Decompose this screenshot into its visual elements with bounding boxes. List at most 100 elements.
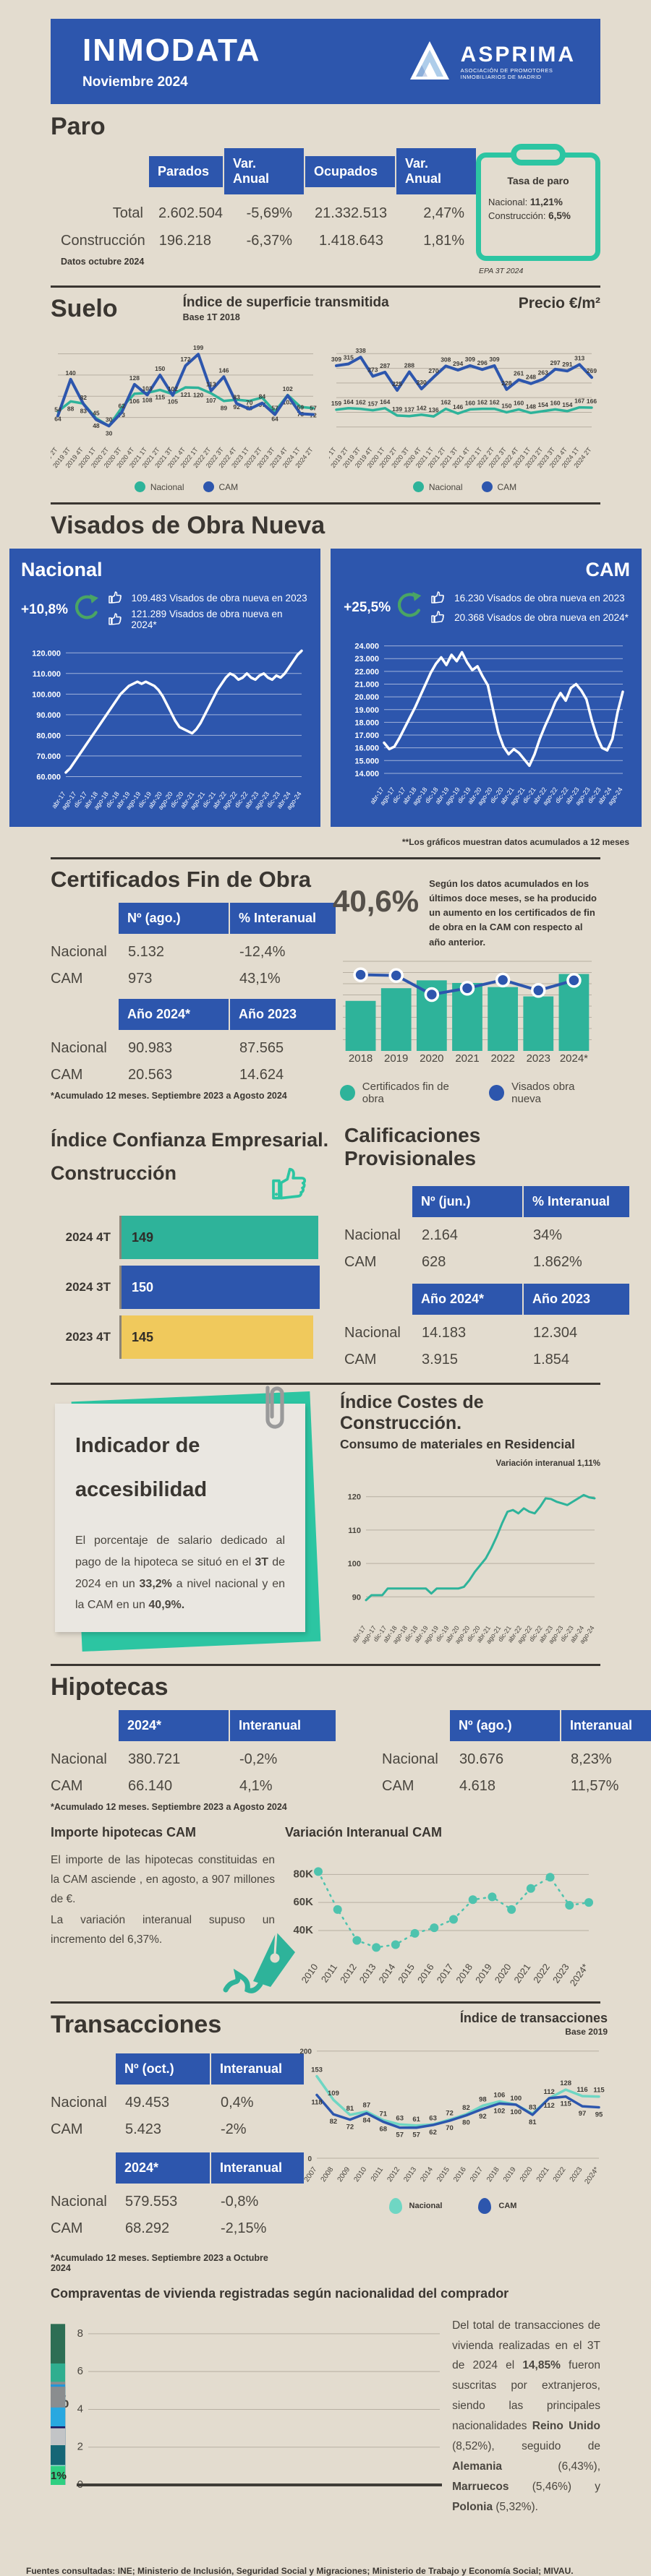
costes-subtitle: Consumo de materiales en Residencial [340, 1436, 575, 1451]
accesibilidad-title: Indicador de accesibilidad [75, 1433, 208, 1501]
svg-text:24.000: 24.000 [354, 643, 379, 651]
svg-text:64: 64 [54, 415, 61, 422]
visados-dot-icon [489, 1084, 505, 1101]
svg-text:73: 73 [119, 411, 126, 418]
calif-row-label: CAM [344, 1351, 377, 1368]
paro-header-var1: Var. Anual [224, 148, 304, 194]
legend-item-cam: CAM [481, 481, 516, 492]
svg-text:2022: 2022 [552, 2165, 568, 2184]
svg-text:2019: 2019 [384, 1052, 408, 1065]
svg-text:162: 162 [489, 399, 499, 406]
svg-text:150: 150 [501, 402, 511, 409]
svg-text:113: 113 [206, 381, 216, 388]
svg-text:2014: 2014 [376, 1962, 397, 1985]
visados-nacional-label: Nacional [21, 559, 103, 580]
visados-title: Visados de Obra Nueva [51, 512, 326, 539]
svg-text:160: 160 [550, 399, 560, 406]
calif-cell: 12.304 [533, 1324, 578, 1341]
svg-text:90: 90 [352, 1593, 361, 1602]
svg-text:142: 142 [417, 405, 427, 412]
svg-text:72: 72 [346, 2123, 354, 2131]
hipotecas-footnote: *Acumulado 12 meses. Septiembre 2023 a A… [51, 1801, 287, 1812]
legend-item-visados: Visados obra nueva [489, 1081, 602, 1105]
svg-text:30: 30 [106, 429, 113, 437]
tr-cell: -2,15% [221, 2220, 267, 2236]
svg-text:2016: 2016 [415, 1962, 436, 1985]
cert-row-label: Nacional [51, 1040, 107, 1056]
svg-text:296: 296 [477, 359, 488, 366]
svg-text:120: 120 [348, 1493, 361, 1501]
svg-text:2022: 2022 [531, 1962, 552, 1985]
suelo-left-legend: Nacional CAM [51, 481, 322, 492]
svg-text:72: 72 [446, 2109, 454, 2117]
hip-cell: 8,23% [571, 1751, 612, 1767]
paro-cell: 1.418.643 [319, 233, 383, 249]
visados-cam-panel: CAM +25,5% 16.230 Visados de obra nueva … [331, 549, 642, 827]
visados-footnote: **Los gráficos muestran datos acumulados… [401, 837, 629, 847]
legend-item-nacional: Nacional [388, 2197, 442, 2214]
tr-cell: -0,8% [221, 2193, 259, 2210]
section-compraventas: Compraventas de vivienda registradas seg… [51, 2286, 600, 2547]
svg-text:338: 338 [356, 347, 366, 354]
divider [51, 1382, 600, 1385]
svg-text:100: 100 [510, 2095, 522, 2103]
calificaciones-title: Calificaciones Provisionales [344, 1123, 481, 1169]
certificados-legend: Certificados fin de obra Visados obra nu… [340, 1081, 602, 1105]
svg-text:80: 80 [462, 2118, 470, 2126]
thumbs-up-icon [108, 591, 122, 604]
legend-item-cam: CAM [478, 2197, 516, 2214]
svg-text:2011: 2011 [319, 1962, 339, 1985]
svg-text:115: 115 [155, 393, 165, 400]
nacional-dot-icon [134, 481, 145, 492]
svg-text:2023: 2023 [569, 2165, 584, 2184]
legend-item-certificados: Certificados fin de obra [340, 1081, 467, 1105]
paro-header-parados: Parados [149, 155, 223, 187]
growth-arrow-icon [75, 593, 98, 619]
svg-text:57: 57 [412, 2131, 420, 2139]
tr-cell: 5.423 [125, 2121, 162, 2137]
svg-text:110: 110 [348, 1527, 361, 1535]
hip-t2-header: Nº (ago.) [450, 1709, 560, 1741]
svg-text:108: 108 [142, 397, 152, 404]
cert-cell: 14.624 [239, 1067, 284, 1083]
variacion-title: Variación Interanual CAM [285, 1824, 443, 1839]
svg-text:2010: 2010 [353, 2165, 369, 2184]
calif-cell: 3.915 [422, 1351, 459, 1368]
visados-cam-label: CAM [585, 559, 631, 580]
hip-cell: 11,57% [571, 1777, 619, 1794]
svg-text:315: 315 [344, 354, 354, 361]
hip-cell: 4.618 [459, 1777, 496, 1794]
svg-text:164: 164 [380, 398, 390, 405]
visados-cam-2023: 16.230 Visados de obra nueva en 2023 [430, 589, 629, 606]
hip-cell: -0,2% [239, 1751, 278, 1767]
svg-text:8: 8 [77, 2327, 83, 2340]
svg-text:2012: 2012 [338, 1962, 359, 1985]
section-confianza: Índice Confianza Empresarial. Construcci… [51, 1123, 629, 1385]
svg-text:2018: 2018 [349, 1052, 373, 1065]
visados-nacional-panel: Nacional +10,8% 109.483 Visados de obra … [9, 549, 320, 827]
svg-text:14.000: 14.000 [354, 770, 379, 778]
tr-t1-header: Nº (oct.) [116, 2053, 210, 2085]
svg-text:172: 172 [180, 356, 190, 363]
svg-text:2017: 2017 [469, 2165, 485, 2184]
svg-text:136: 136 [428, 406, 438, 413]
tr-t1-header: Interanual [211, 2053, 304, 2085]
cert-t1-header: Nº (ago.) [119, 903, 229, 934]
transacciones-chart-subtitle: Base 2019 [565, 2026, 608, 2037]
svg-text:63: 63 [429, 2114, 437, 2122]
costes-title: Índice Costes de Construcción. [340, 1391, 484, 1433]
svg-text:2019: 2019 [502, 2165, 518, 2184]
costes-variation: Variación interanual 1,11% [495, 1459, 600, 1468]
callout-source: EPA 3T 2024 [479, 267, 524, 275]
svg-text:68: 68 [379, 2125, 387, 2133]
svg-text:90.000: 90.000 [36, 711, 61, 720]
svg-text:30: 30 [106, 416, 113, 423]
svg-text:154: 154 [538, 401, 548, 408]
svg-text:80.000: 80.000 [36, 731, 61, 740]
suelo-left-chart-title: Índice de superficie transmitida Base 1T… [182, 295, 389, 322]
svg-text:128: 128 [129, 374, 140, 382]
svg-text:106: 106 [129, 398, 140, 405]
hip-t2-header: Interanual [561, 1709, 651, 1741]
svg-text:137: 137 [404, 406, 414, 413]
paro-cell: 21.332.513 [315, 205, 388, 221]
